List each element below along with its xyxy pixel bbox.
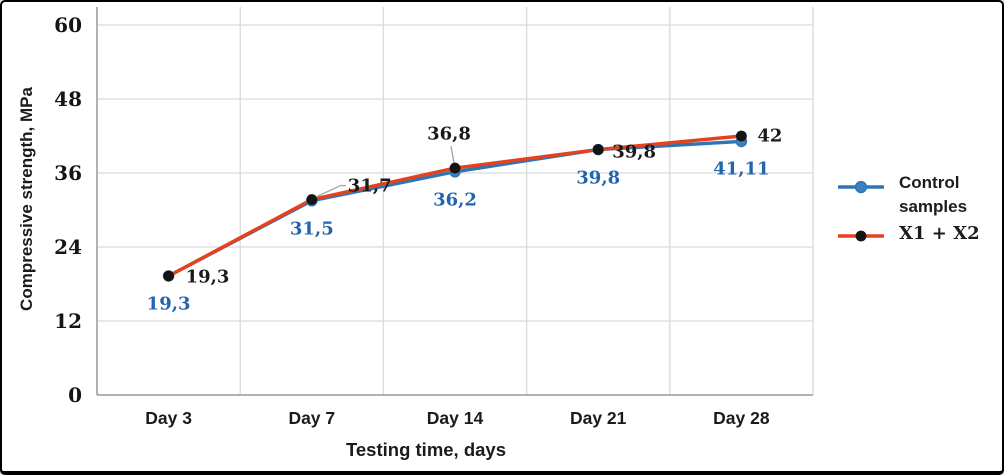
x-axis-title: Testing time, days bbox=[345, 439, 507, 460]
data-label-leader-line bbox=[450, 145, 455, 164]
marker-x1-x2 bbox=[736, 130, 747, 142]
y-tick-label: 24 bbox=[54, 235, 82, 259]
y-tick-label: 48 bbox=[54, 87, 82, 111]
data-label-x1-x2: 39,8 bbox=[612, 141, 657, 163]
legend-label-x1-x2: X1 + X2 bbox=[899, 223, 980, 244]
data-label-control-samples: 36,2 bbox=[433, 189, 477, 211]
y-tick-label: 12 bbox=[54, 309, 82, 333]
x-tick-label: Day 28 bbox=[713, 408, 770, 428]
legend-label-control-samples: Control samples bbox=[899, 173, 968, 216]
y-axis-title: Compressive strength, MPa bbox=[17, 87, 36, 311]
legend-swatch-control-samples bbox=[838, 180, 884, 194]
x-tick-label: Day 14 bbox=[426, 408, 484, 428]
marker-x1-x2 bbox=[449, 162, 461, 174]
data-label-x1-x2: 36,8 bbox=[427, 123, 471, 145]
x-tick-label: Day 7 bbox=[288, 408, 336, 428]
data-label-leader-line bbox=[316, 184, 346, 198]
x-tick-label: Day 21 bbox=[569, 408, 627, 428]
legend-marker bbox=[854, 180, 868, 194]
data-label-control-samples: 41,11 bbox=[713, 158, 770, 180]
data-label-x1-x2: 19,3 bbox=[185, 266, 230, 288]
marker-x1-x2 bbox=[306, 194, 318, 205]
data-label-control-samples: 19,3 bbox=[146, 293, 191, 315]
legend-swatch-x1-x2 bbox=[838, 230, 884, 242]
data-label-x1-x2: 31,7 bbox=[347, 175, 392, 197]
marker-x1-x2 bbox=[163, 270, 175, 282]
y-tick-label: 60 bbox=[54, 13, 82, 37]
legend-marker bbox=[855, 230, 867, 242]
y-tick-label: 0 bbox=[68, 383, 82, 407]
data-label-control-samples: 39,8 bbox=[576, 167, 621, 189]
x-tick-label: Day 3 bbox=[145, 408, 192, 428]
data-label-control-samples: 31,5 bbox=[289, 218, 334, 240]
marker-x1-x2 bbox=[592, 144, 604, 155]
y-tick-label: 36 bbox=[54, 161, 82, 185]
data-label-x1-x2: 42 bbox=[757, 125, 783, 147]
